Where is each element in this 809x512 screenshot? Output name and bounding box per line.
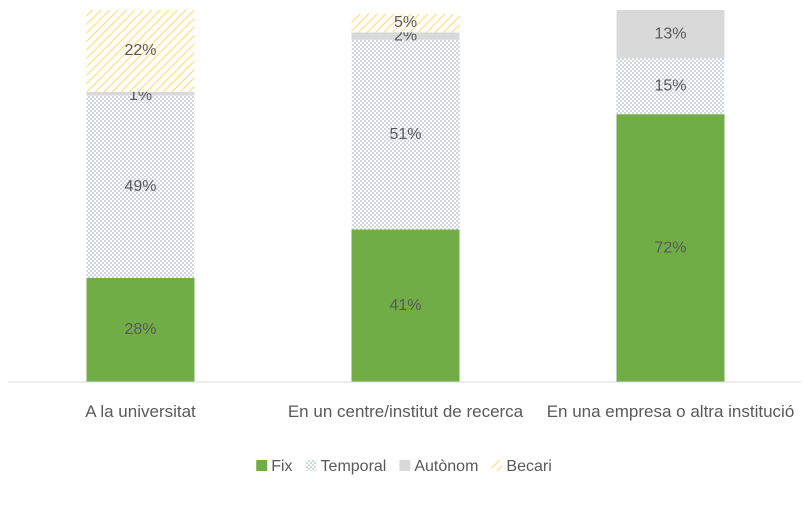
bar-segment xyxy=(86,277,195,382)
data-label: 72% xyxy=(654,239,686,256)
bar-segment xyxy=(616,10,725,59)
legend-swatch xyxy=(305,460,317,471)
legend-label: Becari xyxy=(506,458,551,475)
bar-segment xyxy=(86,91,195,96)
legend-swatch xyxy=(491,460,503,471)
legend-label: Autònom xyxy=(414,458,478,475)
data-label: 22% xyxy=(124,42,156,59)
data-label: 13% xyxy=(654,25,686,42)
bar-segment xyxy=(616,114,725,382)
bar-segment xyxy=(351,32,460,40)
bar-segment xyxy=(351,39,460,230)
bar-segment xyxy=(616,58,725,115)
bar-segment xyxy=(86,10,195,92)
data-label: 51% xyxy=(389,126,421,143)
bar-segment xyxy=(351,13,460,33)
x-tick-label: En una empresa o altra institució xyxy=(546,402,795,421)
legend-swatch xyxy=(399,460,411,471)
x-tick-label: En un centre/institut de recerca xyxy=(287,402,524,421)
legend: Fix Temporal Autònom Becari xyxy=(256,458,552,475)
data-label: 41% xyxy=(389,297,421,314)
data-label: 5% xyxy=(394,14,417,31)
bar-segment xyxy=(351,229,460,382)
data-label: 28% xyxy=(124,321,156,338)
legend-label: Temporal xyxy=(321,458,387,475)
bar-segment xyxy=(86,95,195,278)
data-label: 49% xyxy=(124,178,156,195)
x-tick-label: A la universitat xyxy=(85,402,196,421)
legend-label: Fix xyxy=(271,458,292,475)
data-label: 15% xyxy=(654,77,686,94)
legend-swatch xyxy=(256,460,268,471)
